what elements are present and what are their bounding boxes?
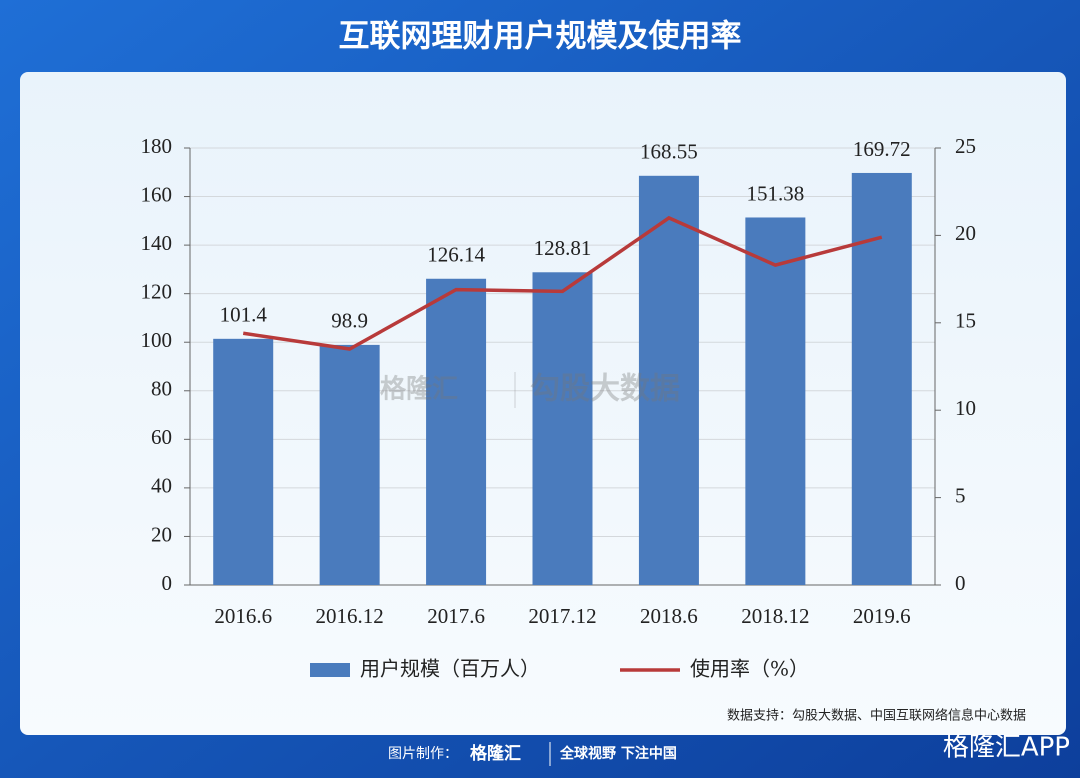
legend-label: 用户规模（百万人） [360,657,540,681]
bar-value-label: 126.14 [427,243,485,267]
bar-value-label: 101.4 [220,303,268,327]
bar [426,278,487,585]
bar-value-label: 128.81 [534,236,592,260]
y-tick-label: 0 [162,571,173,595]
watermark-source: 勾股大数据 [530,372,680,407]
x-tick-label: 2018.6 [640,604,698,628]
legend-label: 使用率（%） [690,657,809,681]
y2-tick-label: 10 [955,396,976,420]
bar [319,344,380,585]
legend-swatch [310,663,350,677]
bar-value-label: 168.55 [640,140,698,164]
bar-value-label: 151.38 [746,181,804,205]
y-tick-label: 160 [141,182,173,206]
y2-tick-label: 15 [955,309,976,333]
slogan: 全球视野 下注中国 [559,745,677,762]
y-tick-label: 60 [151,425,172,449]
watermark-brand: 格隆汇 [380,374,458,405]
credit-label: 图片制作： [388,746,458,762]
y-tick-label: 100 [141,328,173,352]
x-tick-label: 2018.12 [741,604,809,628]
y2-tick-label: 20 [955,221,976,245]
x-tick-label: 2016.6 [214,604,272,628]
chart-title: 互联网理财用户规模及使用率 [339,19,742,55]
brand: 格隆汇 [470,743,521,764]
y-tick-label: 120 [141,279,173,303]
y2-tick-label: 25 [955,134,976,158]
bar-value-label: 169.72 [853,137,911,161]
y-tick-label: 80 [151,377,172,401]
x-tick-label: 2017.12 [528,604,596,628]
app-name: 格隆汇APP [943,733,1070,763]
source: 数据支持：勾股大数据、中国互联网络信息中心数据 [727,708,1026,724]
bar [532,272,593,585]
bar-value-label: 98.9 [331,309,368,333]
x-tick-label: 2019.6 [853,604,911,628]
y-tick-label: 40 [151,474,172,498]
y-tick-label: 180 [141,134,173,158]
x-tick-label: 2017.6 [427,604,485,628]
x-tick-label: 2016.12 [316,604,384,628]
bar [851,172,912,585]
watermark: 格隆汇 勾股大数据 [380,372,680,408]
y2-tick-label: 0 [955,571,966,595]
bar [745,217,806,585]
line [242,215,883,351]
bar [213,338,274,585]
y2-tick-label: 5 [955,483,966,507]
y-tick-label: 20 [151,522,172,546]
bar [638,175,699,586]
y-tick-label: 140 [141,231,173,255]
